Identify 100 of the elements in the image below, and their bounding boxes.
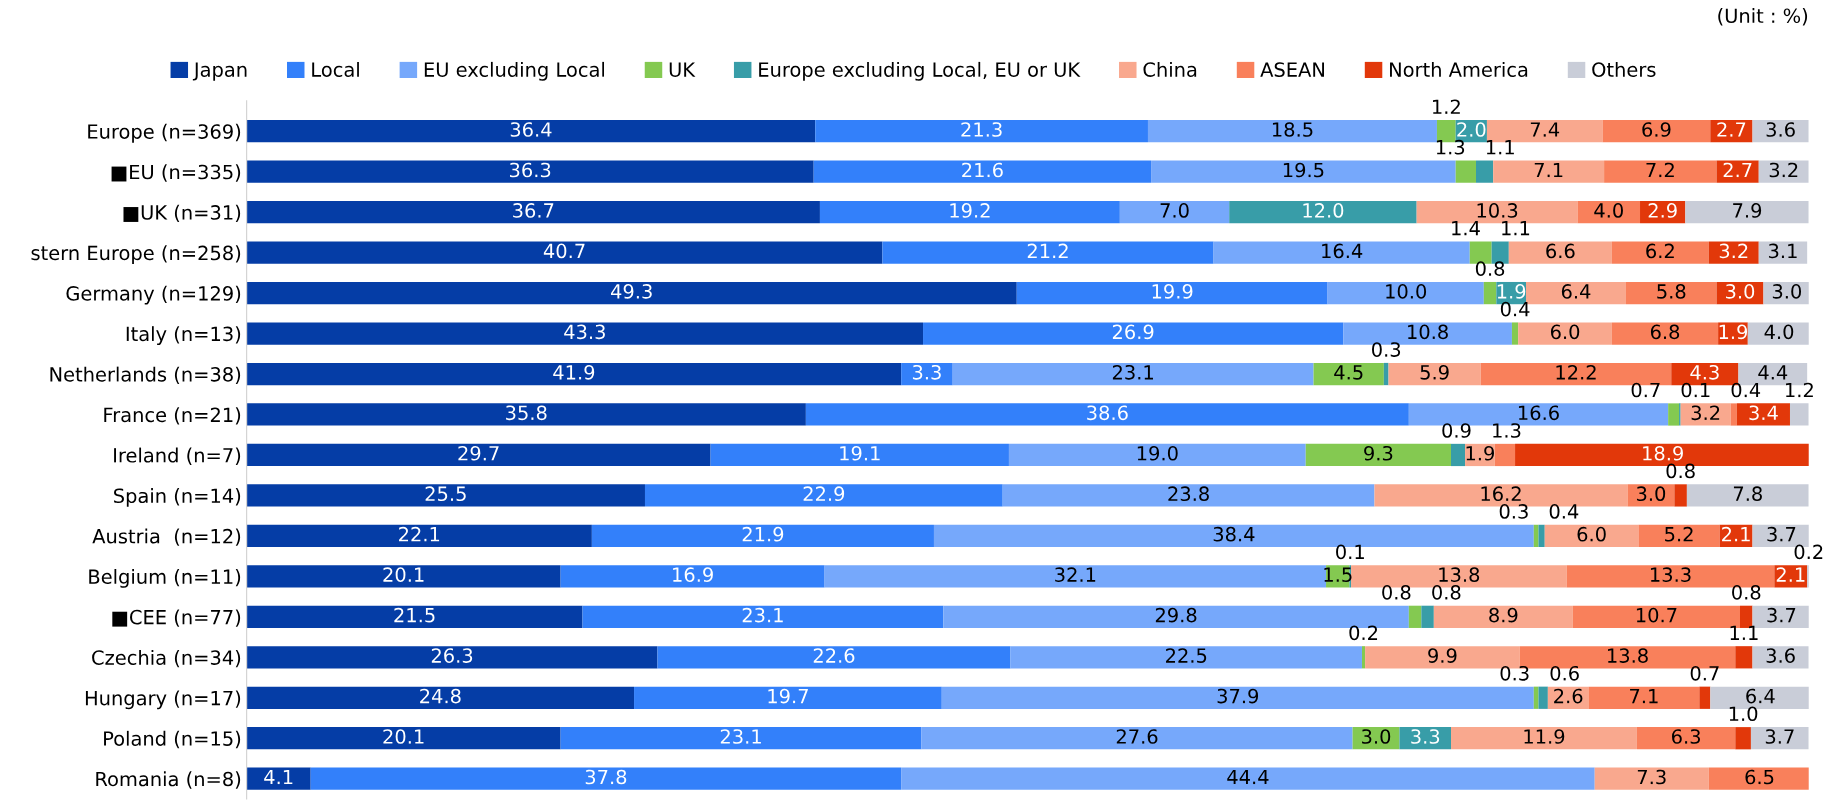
- bar: [1002, 484, 1375, 507]
- bar: [1151, 160, 1456, 183]
- data-label: 0.4: [1549, 504, 1579, 519]
- bar: [1016, 281, 1328, 305]
- bar: [1638, 524, 1720, 548]
- y-tick-label: ■EU (n=335): [111, 164, 241, 182]
- bar: [1699, 686, 1711, 709]
- data-label: 6.4: [1561, 284, 1591, 299]
- data-label: 36.4: [510, 122, 552, 137]
- data-label: 6.9: [1642, 122, 1671, 137]
- y-tick-label: Europe (n=369): [88, 123, 241, 143]
- data-label: 1.9: [1497, 284, 1526, 299]
- y-tick-label: ■CEE (n=77): [112, 609, 241, 627]
- bar: [657, 646, 1011, 669]
- data-label: 1.9: [1719, 324, 1748, 340]
- bar: [246, 565, 561, 588]
- bar: [1511, 322, 1519, 345]
- bar: [246, 605, 583, 628]
- bar: [560, 565, 825, 588]
- y-tick-label: Belgium (n=11): [89, 568, 241, 588]
- bar: [1119, 201, 1230, 224]
- data-label: 0.8: [1732, 585, 1761, 600]
- bar: [1494, 443, 1516, 467]
- data-label: 2.1: [1722, 526, 1750, 542]
- data-label: 1.1: [1486, 140, 1514, 155]
- data-label: 43.3: [564, 324, 605, 340]
- bar: [246, 767, 311, 790]
- y-tick-label: Netherlands (n=38): [50, 366, 241, 384]
- data-label: 3.0: [1636, 486, 1666, 502]
- bar: [1313, 362, 1384, 386]
- bar: [1686, 484, 1809, 507]
- bar: [246, 686, 635, 709]
- bar: [1010, 646, 1362, 669]
- data-label: 2.7: [1717, 122, 1746, 137]
- data-label: 1.3: [1493, 423, 1521, 438]
- data-label: 4.0: [1764, 324, 1794, 340]
- bar: [813, 160, 1152, 183]
- data-label: 26.9: [1112, 324, 1154, 340]
- data-label: 3.4: [1749, 405, 1778, 421]
- data-label: 38.6: [1087, 405, 1128, 421]
- data-label: 7.4: [1530, 122, 1560, 137]
- data-label: 41.9: [553, 364, 595, 380]
- y-tick-label: Austria (n=12): [92, 528, 241, 546]
- data-label: 24.8: [420, 688, 461, 704]
- bar: [310, 767, 902, 790]
- bar: [246, 160, 814, 183]
- data-label: 12.0: [1303, 203, 1344, 218]
- data-label: 12.2: [1556, 364, 1596, 380]
- data-label: 38.4: [1213, 526, 1255, 542]
- bar: [815, 120, 1148, 143]
- data-label: 1.2: [1433, 99, 1460, 114]
- y-tick-label: France (n=21): [104, 407, 241, 425]
- data-label: 0.2: [1794, 544, 1823, 560]
- bar: [1588, 686, 1700, 709]
- data-label: 3.6: [1766, 122, 1795, 137]
- bar: [1451, 727, 1637, 750]
- data-label: 1.4: [1452, 221, 1480, 236]
- bar: [1544, 524, 1639, 548]
- data-label: 10.3: [1477, 203, 1518, 218]
- data-label: 3.6: [1766, 648, 1795, 663]
- bar: [644, 484, 1003, 507]
- data-label: 3.3: [1411, 729, 1440, 744]
- data-label: 21.6: [962, 162, 1003, 178]
- bar: [1736, 403, 1790, 426]
- data-label: 1.9: [1466, 445, 1495, 461]
- data-label: 16.6: [1518, 405, 1559, 421]
- data-label: 0.9: [1442, 423, 1471, 438]
- data-label: 49.3: [611, 284, 652, 299]
- legend-label: China: [1143, 61, 1197, 77]
- data-label: 0.8: [1382, 585, 1411, 600]
- data-label: 5.9: [1420, 364, 1449, 380]
- bar: [1493, 160, 1605, 183]
- data-label: 23.1: [742, 607, 783, 623]
- data-label: 3.7: [1767, 526, 1796, 542]
- bar: [1735, 727, 1751, 750]
- legend-label: Local: [312, 61, 359, 77]
- y-tick-label: Spain (n=14): [114, 488, 241, 507]
- data-label: 21.2: [1027, 243, 1068, 258]
- data-label: 7.1: [1630, 688, 1658, 704]
- data-label: 0.8: [1432, 585, 1461, 600]
- data-label: 16.2: [1481, 486, 1521, 502]
- data-label: 6.6: [1546, 243, 1575, 259]
- data-label: 4.3: [1690, 364, 1719, 380]
- bar: [1327, 281, 1484, 305]
- bar: [923, 322, 1344, 345]
- bar: [941, 686, 1534, 709]
- bar: [1383, 362, 1389, 386]
- data-label: 3.7: [1767, 607, 1796, 623]
- bar: [1008, 443, 1306, 467]
- bar: [1708, 241, 1759, 264]
- bar: [246, 646, 658, 669]
- y-tick-label: Czechia (n=34): [92, 649, 241, 668]
- data-label: 0.4: [1500, 301, 1530, 317]
- data-label: 19.0: [1137, 445, 1178, 461]
- bar: [1421, 605, 1434, 628]
- bar: [1518, 322, 1612, 345]
- bar: [1602, 120, 1711, 143]
- bar: [1476, 160, 1494, 183]
- data-label: 0.7: [1690, 665, 1719, 681]
- bar: [1538, 524, 1545, 548]
